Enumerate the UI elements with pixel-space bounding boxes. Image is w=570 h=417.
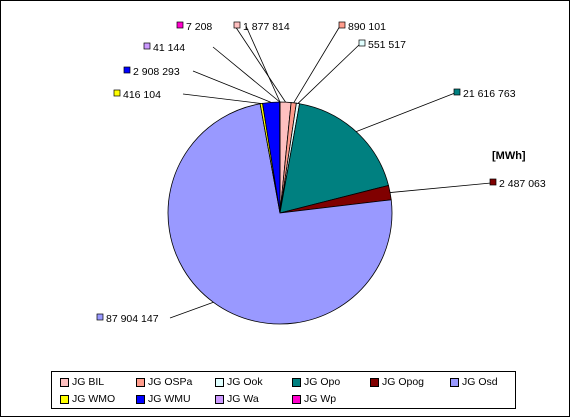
leader-line-jg-opog — [390, 182, 492, 193]
legend-swatch — [292, 377, 301, 387]
legend-label: JG BIL — [72, 376, 105, 388]
data-label-jg-opog: 2 487 063 — [499, 178, 546, 190]
data-label-jg-opo: 21 616 763 — [463, 88, 516, 100]
legend-label: JG Osd — [462, 376, 498, 388]
pie-slice-jg-opo — [279, 103, 389, 214]
legend-label: JG WMU — [148, 393, 191, 405]
label-swatch-jg-osd — [96, 313, 104, 321]
legend-swatch — [60, 377, 69, 387]
legend-item-jg-opo: JG Opo — [292, 375, 340, 389]
legend-label: JG Opo — [304, 376, 341, 388]
label-swatch-jg-opo — [453, 88, 461, 96]
leader-line-jg-wmo — [182, 93, 262, 104]
data-label-jg-ook: 551 517 — [368, 39, 406, 51]
data-label-jg-wa: 41 144 — [153, 42, 185, 54]
leader-line-jg-opo — [356, 92, 456, 132]
label-swatch-jg-wa — [143, 42, 151, 50]
label-swatch-jg-ospa — [338, 21, 346, 29]
legend-swatch — [215, 377, 224, 387]
unit-label: [MWh] — [492, 150, 526, 162]
leader-line-jg-ook — [297, 43, 361, 104]
legend-swatch — [136, 377, 145, 387]
legend-item-jg-wa: JG Wa — [215, 392, 259, 406]
legend-item-jg-opog: JG Opog — [370, 375, 424, 389]
data-label-jg-osd: 87 904 147 — [106, 313, 159, 325]
data-label-jg-bil: 1 877 814 — [243, 21, 290, 33]
label-swatch-jg-opog — [489, 178, 497, 186]
legend-item-jg-ospa: JG OSPa — [136, 375, 192, 389]
data-label-jg-wp: 7 208 — [186, 21, 212, 33]
leader-line-jg-ospa — [293, 25, 341, 104]
leader-line-jg-wmu — [192, 70, 272, 103]
legend: JG BIL JG OSPa JG Ook JG Opo JG Opog JG Osd JG… — [51, 371, 516, 409]
legend-item-jg-ook: JG Ook — [215, 375, 263, 389]
legend-swatch — [136, 394, 145, 404]
label-swatch-jg-ook — [358, 39, 366, 47]
label-swatch-jg-bil — [233, 21, 241, 29]
legend-label: JG Wa — [227, 393, 259, 405]
leader-line-jg-bil — [234, 25, 286, 103]
data-label-jg-ospa: 890 101 — [348, 21, 386, 33]
legend-swatch — [60, 394, 69, 404]
legend-swatch — [215, 394, 224, 404]
legend-item-jg-wmu: JG WMU — [136, 392, 191, 406]
legend-item-jg-wmo: JG WMO — [60, 392, 115, 406]
label-swatch-jg-wp — [176, 21, 184, 29]
leader-line-jg-wa — [212, 46, 281, 103]
leader-line-jg-wp — [245, 25, 281, 103]
legend-item-jg-osd: JG Osd — [450, 375, 498, 389]
legend-label: JG Opog — [382, 376, 425, 388]
legend-item-jg-wp: JG Wp — [292, 392, 336, 406]
legend-label: JG OSPa — [148, 376, 193, 388]
legend-item-jg-bil: JG BIL — [60, 375, 104, 389]
label-swatch-jg-wmo — [113, 89, 121, 97]
legend-swatch — [292, 394, 301, 404]
data-label-jg-wmu: 2 908 293 — [133, 66, 180, 78]
legend-swatch — [450, 377, 459, 387]
legend-label: JG WMO — [72, 393, 116, 405]
leader-line-jg-osd — [169, 301, 214, 319]
label-swatch-jg-wmu — [123, 66, 131, 74]
legend-swatch — [370, 377, 379, 387]
data-label-jg-wmo: 416 104 — [123, 89, 161, 101]
legend-label: JG Wp — [304, 393, 337, 405]
legend-label: JG Ook — [227, 376, 263, 388]
